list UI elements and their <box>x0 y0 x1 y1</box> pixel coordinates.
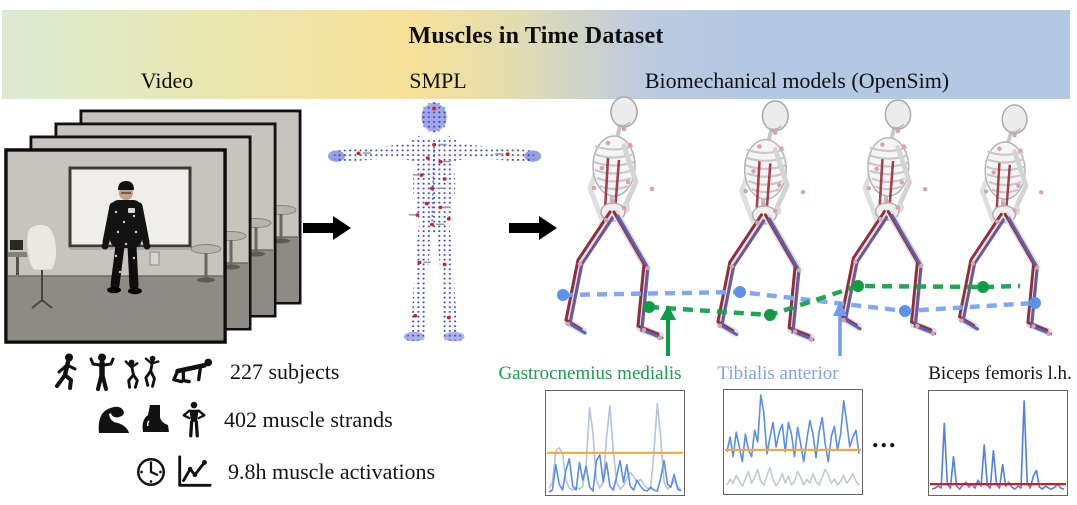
skeleton-model <box>841 100 935 336</box>
foot-icon <box>142 405 169 432</box>
bicep-icon <box>98 406 129 433</box>
stat-subjects: 227 subjects <box>230 359 340 384</box>
gastrocnemius-medialis-trace <box>643 280 1021 321</box>
stat-muscle-strands: 402 muscle strands <box>224 407 393 432</box>
tibialis-arrow-icon <box>833 301 847 356</box>
smpl-annotations <box>362 143 504 264</box>
dancing-people-icon <box>124 355 160 389</box>
line-chart-icon <box>178 455 212 487</box>
ellipsis: ... <box>872 424 898 453</box>
column-label-video: Video <box>140 68 194 93</box>
activation-chart-tibialis <box>723 389 863 495</box>
label-tibialis-anterior: Tibialis anterior <box>717 363 839 384</box>
stat-row-activations: 9.8h muscle activations <box>134 450 435 494</box>
stat-row-subjects: 227 subjects <box>52 350 339 394</box>
figure-title: Muscles in Time Dataset <box>408 23 664 49</box>
label-biceps-femoris: Biceps femoris l.h. <box>928 363 1072 384</box>
body-icon <box>182 401 206 438</box>
stat-row-muscle-strands: 402 muscle strands <box>96 398 393 442</box>
skeleton-model <box>718 101 814 342</box>
clock-icon <box>137 458 165 486</box>
standing-person-icon <box>89 353 115 391</box>
column-label-smpl: SMPL <box>409 68 467 93</box>
activation-chart-biceps-femoris <box>928 390 1068 496</box>
arrow-right-icon <box>509 216 557 240</box>
video-frames <box>4 109 302 344</box>
video-frame-front <box>4 148 227 344</box>
activation-chart-gastrocnemius <box>545 390 685 496</box>
header-banner: Muscles in Time Dataset Video SMPL Biome… <box>2 10 1070 99</box>
label-gastrocnemius-medialis: Gastrocnemius medialis <box>498 363 682 384</box>
stat-activations: 9.8h muscle activations <box>228 459 436 484</box>
smpl-markers <box>356 106 510 320</box>
walking-person-icon <box>55 353 77 390</box>
arrow-right-icon <box>303 216 351 240</box>
smpl-mesh-figure <box>328 101 542 342</box>
crawling-person-icon <box>172 358 213 384</box>
tibialis-anterior-trace <box>557 286 1041 317</box>
gastrocnemius-arrow-icon <box>660 305 676 356</box>
column-label-biomechanical: Biomechanical models (OpenSim) <box>644 68 950 93</box>
